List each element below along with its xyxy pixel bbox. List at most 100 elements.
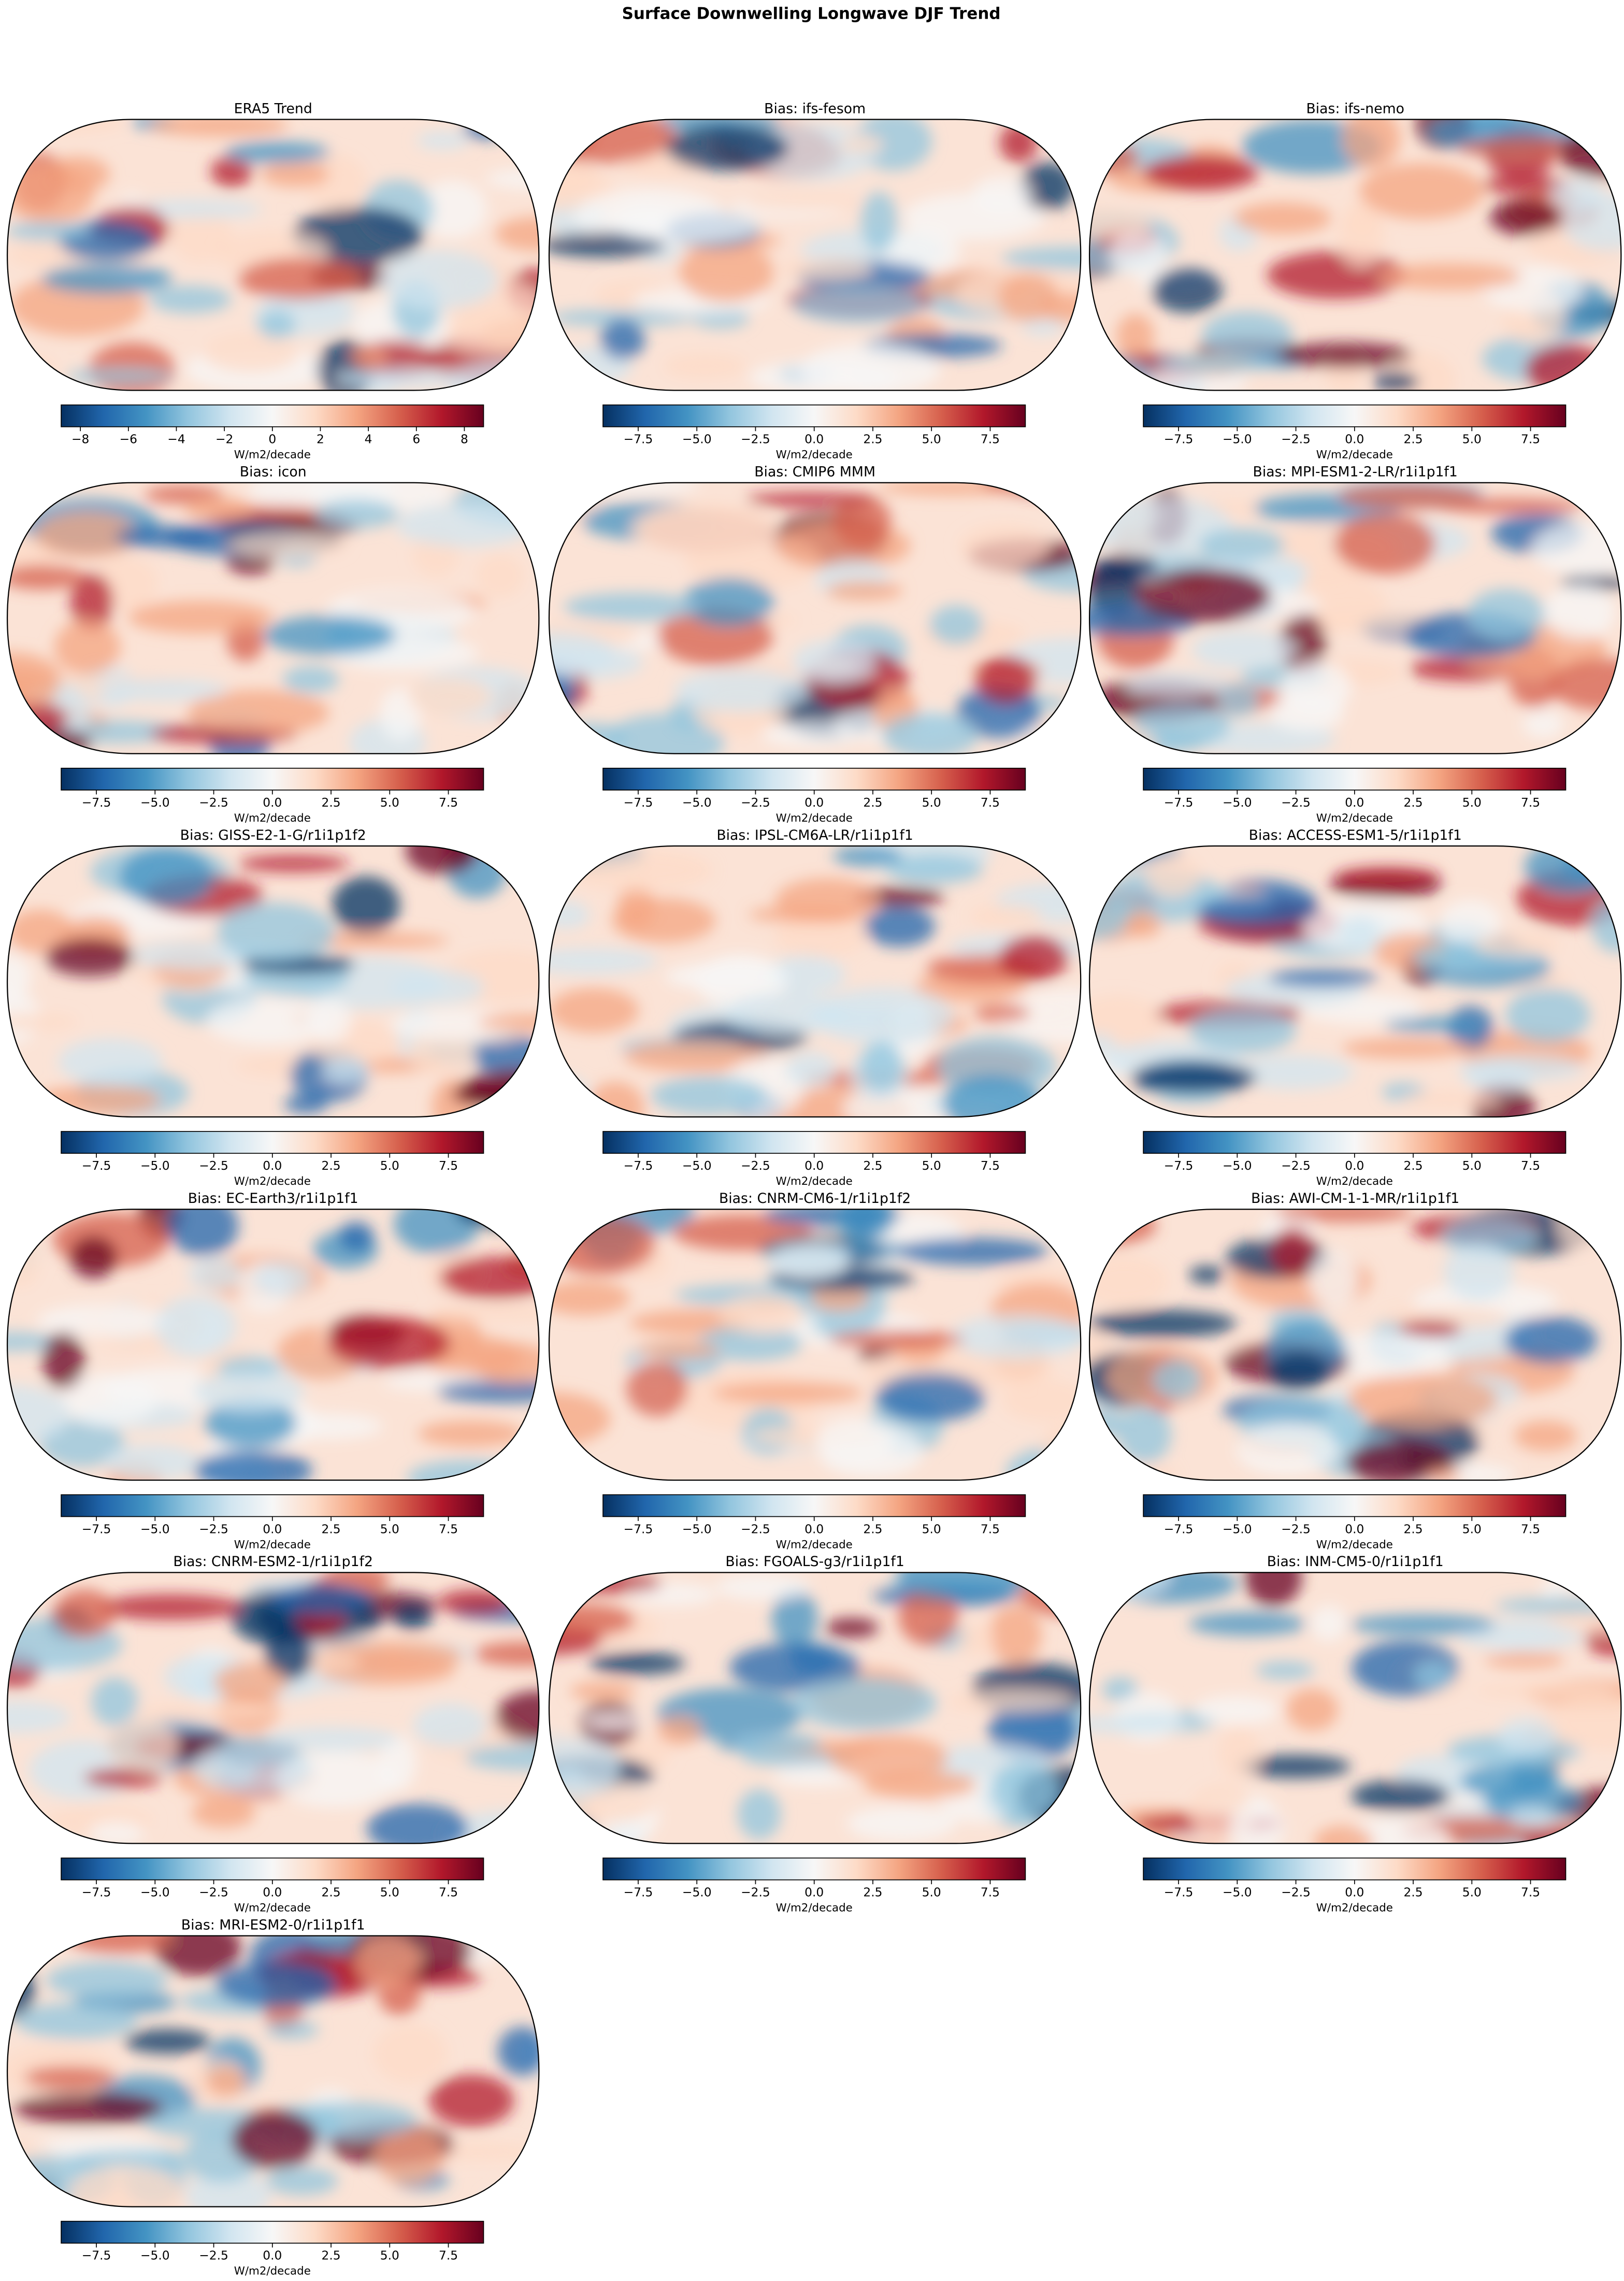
map-blob bbox=[354, 1935, 421, 1986]
colorbar-tick-label: −2 bbox=[215, 432, 233, 447]
map-blob bbox=[1096, 555, 1158, 577]
panel: Bias: MRI-ESM2-0/r1i1p1f1 −7.5 −5.0 −2.5 0.0… bbox=[6, 1917, 540, 2278]
map-blob bbox=[570, 1682, 637, 1701]
map-blob bbox=[829, 1734, 948, 1781]
map-blob bbox=[1005, 1443, 1081, 1481]
map-blob bbox=[24, 2066, 116, 2089]
map-blob bbox=[1118, 1405, 1172, 1464]
colorbar-tick-label: −2.5 bbox=[741, 795, 770, 810]
colorbar-tick-label: −5.0 bbox=[1223, 1885, 1252, 1899]
map-field bbox=[549, 119, 1081, 391]
map-blob bbox=[1286, 1688, 1339, 1731]
map-blob bbox=[167, 1209, 239, 1257]
map-blob bbox=[42, 1331, 85, 1389]
panel-title: Bias: MPI-ESM1-2-LR/r1i1p1f1 bbox=[1253, 464, 1458, 480]
map-blob bbox=[7, 565, 83, 590]
colorbar-tick-label: −7.5 bbox=[82, 1158, 111, 1173]
map-blob bbox=[332, 876, 400, 935]
colorbar-tick-label: −2.5 bbox=[1281, 1158, 1311, 1173]
map-blob bbox=[715, 1573, 811, 1601]
map-blob bbox=[1489, 199, 1561, 236]
colorbar-tick-label: 0.0 bbox=[263, 2248, 282, 2263]
colorbar-tick-label: 2.5 bbox=[863, 432, 882, 447]
map-blob bbox=[1089, 1807, 1130, 1844]
map-blob bbox=[835, 1209, 895, 1241]
map-field bbox=[7, 1572, 539, 1844]
map-blob bbox=[7, 1013, 79, 1031]
map-pattern bbox=[7, 1572, 539, 1844]
colorbar-label: W/m2/decade bbox=[776, 1538, 853, 1551]
map-blob bbox=[14, 2091, 163, 2125]
map-blob bbox=[1315, 1332, 1450, 1377]
map-blob bbox=[651, 1076, 767, 1115]
panel-title: Bias: CNRM-CM6-1/r1i1p1f2 bbox=[719, 1190, 911, 1207]
map-outline bbox=[1088, 482, 1622, 754]
colorbar-tick-label: 0.0 bbox=[1345, 1522, 1364, 1536]
map-blob bbox=[395, 503, 536, 547]
colorbar-tick-label: −2.5 bbox=[741, 1522, 770, 1536]
map-blob bbox=[761, 721, 861, 748]
map-blob bbox=[1508, 1806, 1554, 1828]
map-blob bbox=[549, 1280, 630, 1316]
map-blob bbox=[1444, 1243, 1514, 1301]
map-blob bbox=[1042, 1424, 1081, 1464]
map-field bbox=[7, 1935, 539, 2207]
map-blob bbox=[875, 1372, 985, 1422]
map-blob bbox=[1089, 1209, 1157, 1247]
map-blob bbox=[1089, 1409, 1126, 1437]
map-pattern bbox=[1089, 119, 1621, 391]
map-blob bbox=[674, 669, 810, 712]
map-blob bbox=[307, 998, 352, 1043]
map-blob bbox=[1280, 613, 1327, 673]
map-blob bbox=[958, 1624, 995, 1656]
map-blob bbox=[549, 631, 614, 677]
colorbar-tick-label: 7.5 bbox=[981, 1158, 1000, 1173]
map-field bbox=[1089, 482, 1621, 754]
colorbar-tick-label: 7.5 bbox=[981, 1885, 1000, 1899]
map-blob bbox=[737, 1789, 781, 1840]
map-blob bbox=[624, 1040, 768, 1072]
panel: Bias: FGOALS-g3/r1i1p1f1 −7.5 −5.0 −2.5 0.0 2… bbox=[548, 1554, 1082, 1915]
colorbar-tick-label: 2.5 bbox=[863, 795, 882, 810]
map-blob bbox=[215, 1962, 337, 2007]
colorbar-tick-label: 7.5 bbox=[1521, 795, 1540, 810]
map-field bbox=[7, 119, 539, 391]
map-blob bbox=[58, 1038, 163, 1086]
map-blob bbox=[1359, 163, 1484, 220]
map-blob bbox=[1342, 1038, 1471, 1059]
map-outline bbox=[6, 1935, 540, 2207]
map-outline bbox=[548, 119, 1082, 391]
colorbar-label: W/m2/decade bbox=[234, 2265, 311, 2278]
map-blob bbox=[238, 257, 359, 300]
map-blob bbox=[860, 192, 898, 252]
map-blob bbox=[1039, 293, 1081, 323]
map-outline bbox=[1088, 1209, 1622, 1481]
map-blob bbox=[1089, 1572, 1171, 1600]
map-blob bbox=[194, 1450, 313, 1481]
map-blob bbox=[418, 1421, 524, 1447]
colorbar-label: W/m2/decade bbox=[234, 812, 311, 825]
map-blob bbox=[194, 1371, 304, 1412]
map-field bbox=[1089, 1209, 1621, 1481]
panel-title: Bias: ifs-fesom bbox=[764, 101, 866, 117]
map-blob bbox=[1108, 232, 1168, 276]
colorbar-tick-label: 7.5 bbox=[439, 795, 458, 810]
colorbar bbox=[61, 2220, 484, 2244]
colorbar-label: W/m2/decade bbox=[234, 1902, 311, 1915]
map-blob bbox=[773, 1765, 859, 1787]
colorbar-label: W/m2/decade bbox=[1316, 812, 1393, 825]
map-blob bbox=[973, 1005, 1031, 1022]
map-blob bbox=[429, 2074, 514, 2127]
panel-title: Bias: CMIP6 MMM bbox=[754, 464, 875, 480]
colorbar-tick-label: 5.0 bbox=[922, 1522, 941, 1536]
map-blob bbox=[389, 1009, 521, 1041]
colorbar-tick-label: 5.0 bbox=[380, 1522, 399, 1536]
map-blob bbox=[1002, 247, 1081, 270]
colorbar-tick-label: 8 bbox=[461, 432, 468, 447]
map-blob bbox=[7, 163, 95, 224]
colorbar-tick-label: 5.0 bbox=[380, 1885, 399, 1899]
map-blob bbox=[1152, 268, 1223, 313]
colorbar-tick-label: 2.5 bbox=[321, 795, 340, 810]
